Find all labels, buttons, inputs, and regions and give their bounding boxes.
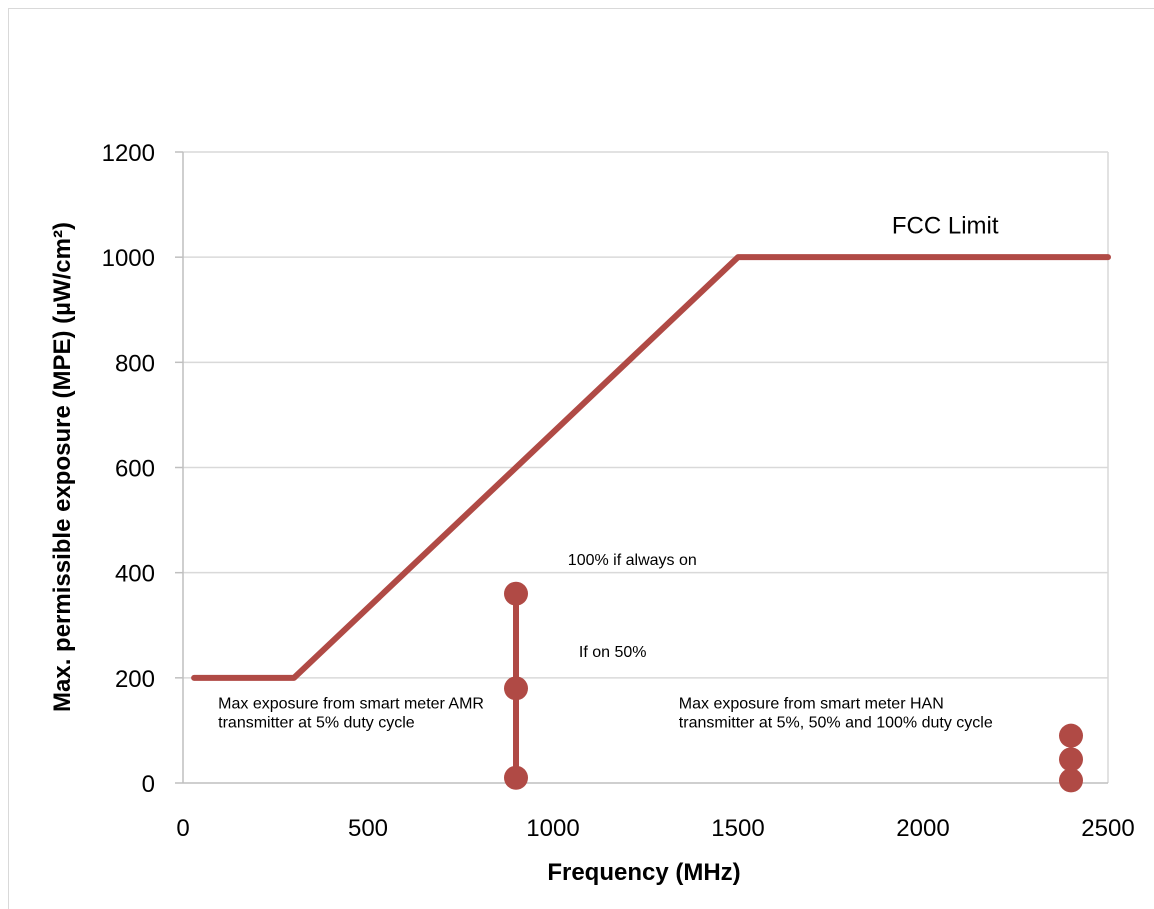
y-tick-label: 600 [115,456,155,483]
data-point-amr [504,765,528,790]
x-tick-label: 2500 [1081,815,1134,842]
series-layer [191,254,1111,793]
annotation-fcc: FCC Limit [892,213,999,240]
x-tick-label: 500 [348,815,388,842]
series-line-fcc-limit [191,254,1111,681]
annotation-always_on: 100% if always on [568,552,697,569]
y-tick-label: 1200 [102,140,155,167]
y-tick-label: 1000 [102,245,155,272]
data-point-han [1059,768,1083,793]
x-tick-label: 0 [176,815,189,842]
x-axis-title: Frequency (MHz) [547,859,740,886]
x-tick-label: 2000 [896,815,949,842]
data-point-han [1059,723,1083,748]
tick-labels: 0 200 400 600 800 1000 1200 0 500 1000 1500 2000 250… [102,140,1135,842]
annotation-amr2: transmitter at 5% duty cycle [218,714,415,731]
data-point-han [1059,747,1083,772]
y-tick-label: 0 [142,771,155,798]
y-axis-title: Max. permissible exposure (MPE) (µW/cm²) [49,222,76,712]
annotation-han2: transmitter at 5%, 50% and 100% duty cyc… [679,714,993,731]
y-tick-label: 200 [115,666,155,693]
y-tick-label: 800 [115,350,155,377]
annotation-on50: If on 50% [579,644,647,661]
annotation-amr1: Max exposure from smart meter AMR [218,695,484,712]
data-point-amr [504,581,528,606]
annotations: FCC Limit 100% if always on If on 50% Max e… [218,213,999,732]
x-tick-label: 1500 [711,815,764,842]
annotation-han1: Max exposure from smart meter HAN [679,695,944,712]
chart-frame [8,8,1154,909]
x-tick-label: 1000 [526,815,579,842]
data-point-amr [504,676,528,701]
y-tick-label: 400 [115,561,155,588]
